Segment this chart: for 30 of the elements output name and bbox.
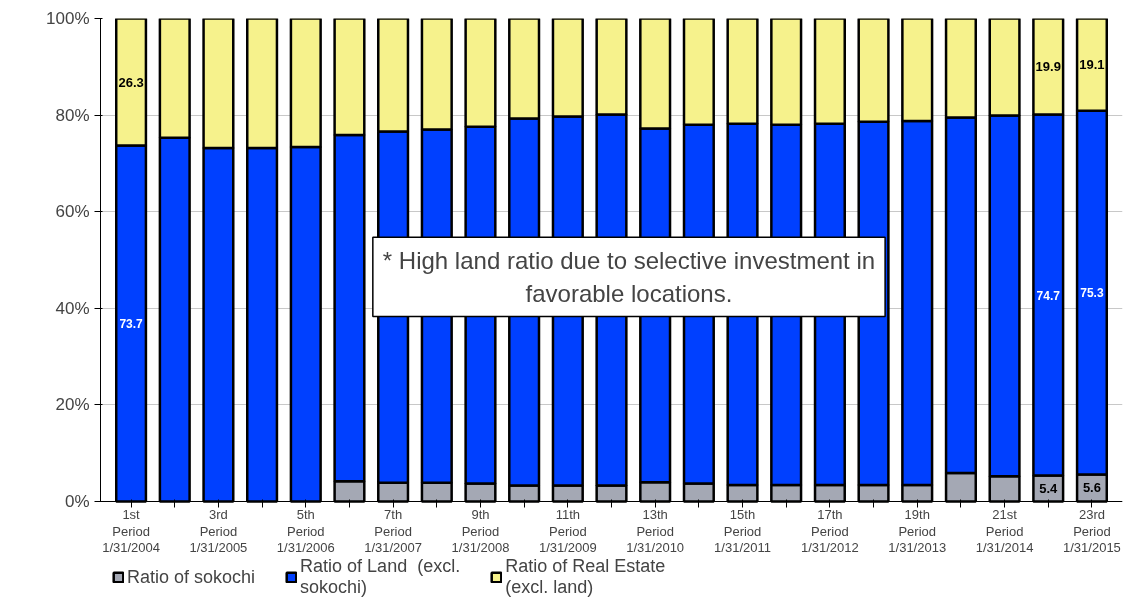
x-tick-label: 7th Period 1/31/2007 bbox=[364, 507, 423, 556]
data-label: 5.6 bbox=[1082, 480, 1101, 496]
y-tick-label: 0% bbox=[64, 491, 90, 511]
legend-label: Ratio of sokochi bbox=[127, 566, 256, 588]
x-tick-label: 1st Period 1/31/2004 bbox=[102, 507, 160, 556]
data-label: 75.3 bbox=[1080, 286, 1104, 301]
annotation: * High land ratio due to selective investment in favorable locations. bbox=[382, 247, 876, 307]
y-tick-label: 80% bbox=[55, 105, 90, 125]
data-label: 5.4 bbox=[1039, 480, 1059, 496]
data-label: 19.9 bbox=[1035, 59, 1061, 75]
legend-label: Ratio of Land (excl. sokochi) bbox=[300, 556, 461, 598]
y-tick-label: 20% bbox=[55, 395, 90, 415]
data-label: 73.7 bbox=[119, 317, 144, 332]
x-tick-label: 9th Period 1/31/2008 bbox=[451, 507, 510, 556]
x-tick-label: 21st Period 1/31/2014 bbox=[975, 507, 1034, 556]
data-label: 74.7 bbox=[1036, 288, 1061, 303]
x-tick-label: 11th Period 1/31/2009 bbox=[538, 507, 597, 556]
x-tick-label: 19th Period 1/31/2013 bbox=[888, 507, 947, 556]
data-label: 26.3 bbox=[118, 74, 144, 90]
x-tick-label: 23rd Period 1/31/2015 bbox=[1063, 507, 1121, 556]
x-tick-label: 15th Period 1/31/2011 bbox=[714, 507, 771, 556]
x-tick-label: 5th Period 1/31/2006 bbox=[276, 507, 335, 556]
y-tick-label: 100% bbox=[46, 9, 90, 28]
x-tick-label: 3rd Period 1/31/2005 bbox=[189, 507, 248, 556]
data-label: 19.1 bbox=[1079, 57, 1105, 73]
x-tick-label: 13th Period 1/31/2010 bbox=[626, 507, 685, 556]
x-tick-label: 17th Period 1/31/2012 bbox=[800, 507, 859, 556]
y-tick-label: 60% bbox=[55, 202, 90, 222]
y-tick-label: 40% bbox=[55, 298, 90, 318]
legend-label: Ratio of Real Estate (excl. land) bbox=[505, 556, 666, 598]
